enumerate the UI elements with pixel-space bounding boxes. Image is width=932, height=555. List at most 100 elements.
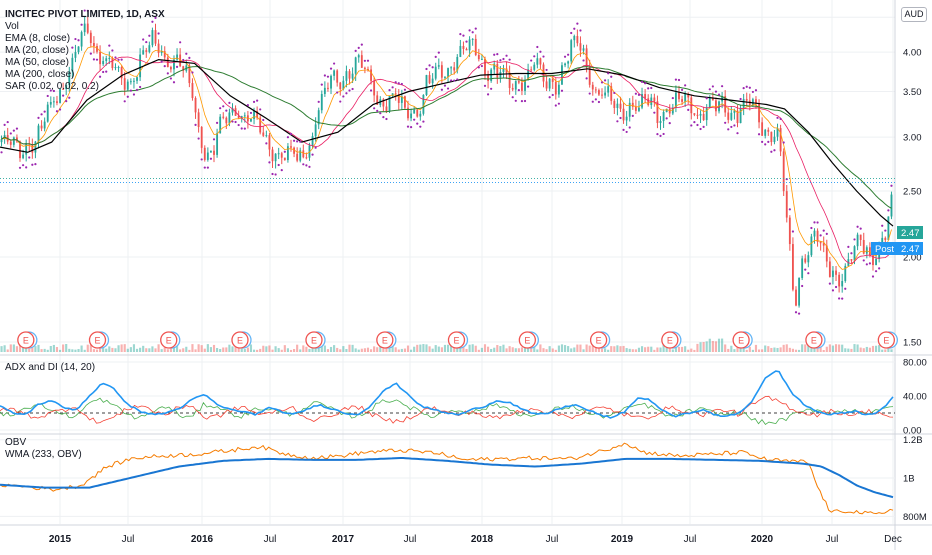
sar-dot: [794, 311, 798, 314]
volume-bar: [308, 348, 311, 352]
candle-body: [388, 96, 391, 112]
sar-dot: [705, 97, 708, 100]
candle-body: [570, 40, 573, 62]
obv-line: [0, 442, 894, 515]
sar-dot: [720, 85, 724, 88]
volume-bar: [185, 346, 188, 352]
candle-body: [841, 281, 844, 287]
obv-tick-label: 800M: [903, 512, 927, 523]
earnings-label: E: [811, 336, 817, 346]
candle-body: [49, 102, 52, 105]
candle-body: [117, 67, 120, 69]
volume-bar: [225, 347, 228, 352]
sar-dot: [579, 29, 582, 32]
volume-bar: [80, 345, 83, 352]
earnings-label: E: [883, 336, 889, 346]
volume-bar: [573, 347, 576, 352]
sar-dot: [262, 118, 265, 122]
candle-body: [576, 36, 579, 44]
candle-body: [610, 86, 613, 101]
sar-dot: [126, 95, 129, 98]
sar-dot: [65, 99, 68, 103]
candle-body: [788, 217, 791, 245]
time-tick-label: Jul: [264, 534, 277, 545]
volume-bar: [22, 344, 25, 352]
earnings-marker: [805, 331, 823, 349]
sar-dot: [249, 111, 253, 115]
sar-dot: [505, 54, 508, 57]
main-legend: INCITEC PIVOT LIMITED, 1D, ASX Vol EMA (…: [5, 9, 165, 93]
volume-bar: [511, 347, 514, 352]
sar-dot: [730, 125, 733, 129]
volume-bar: [292, 349, 296, 352]
adx-tick-label: 40.00: [903, 392, 927, 403]
candle-body: [468, 39, 471, 51]
volume-bar: [828, 344, 831, 352]
candle-body: [373, 80, 376, 96]
volume-bar: [798, 349, 801, 352]
candle-body: [219, 116, 222, 134]
volume-bar: [502, 344, 505, 352]
volume-bar: [410, 349, 413, 352]
volume-bar: [450, 344, 453, 352]
candle-body: [536, 58, 539, 65]
candle-body: [96, 46, 98, 52]
candle-body: [394, 93, 397, 95]
candle-body: [822, 243, 825, 246]
volume-bar: [416, 344, 419, 352]
sar-dot: [428, 64, 431, 67]
volume-bar: [825, 346, 828, 352]
ema8-line: [1, 46, 892, 270]
volume-bar: [166, 349, 169, 352]
earnings-label: E: [94, 336, 100, 346]
volume-bar: [228, 344, 231, 352]
candle-body: [243, 115, 246, 117]
sar-dot: [333, 62, 336, 65]
volume-bar: [326, 349, 330, 352]
candle-body: [440, 65, 443, 78]
candle-body: [89, 32, 92, 44]
volume-bar: [246, 347, 249, 352]
sar-dot: [788, 208, 791, 211]
candle-body: [638, 107, 640, 111]
sar-dot: [696, 123, 699, 127]
volume-bar: [576, 344, 579, 352]
volume-bar: [724, 344, 727, 352]
volume-bar: [745, 349, 748, 352]
sar-dot: [292, 139, 296, 142]
candle-body: [231, 108, 234, 113]
adx-pane: 80.00 40.00 0.00: [0, 358, 927, 437]
volume-bar: [570, 348, 573, 352]
earnings-label: E: [311, 336, 317, 346]
volume-bar: [714, 341, 718, 352]
time-tick-label: 2019: [611, 534, 634, 545]
sar-dot: [43, 110, 46, 113]
candle-body: [514, 81, 517, 90]
candle-body: [126, 81, 129, 90]
volume-bar: [838, 344, 841, 352]
legend-obv-label: OBV: [5, 437, 27, 448]
volume-bar: [721, 338, 724, 352]
candle-body: [539, 58, 542, 65]
candle-body: [462, 45, 465, 49]
candle-body: [86, 23, 89, 33]
sar-dot: [391, 86, 394, 89]
volume-bar: [527, 347, 530, 352]
volume-bar: [102, 346, 105, 352]
volume-bar: [160, 349, 163, 352]
volume-bar: [145, 348, 148, 352]
candle-body: [302, 150, 305, 158]
candle-body: [129, 81, 132, 83]
candle-body: [490, 69, 493, 81]
time-tick-label: 2018: [471, 534, 494, 545]
sar-dot: [388, 89, 391, 92]
sar-dot: [9, 132, 12, 135]
sar-dot: [847, 245, 850, 249]
sar-dot: [600, 81, 604, 84]
volume-bar: [834, 344, 838, 352]
candle-body: [354, 57, 357, 74]
sar-dot: [21, 164, 25, 167]
volume-bar: [634, 349, 637, 352]
candle-body: [665, 108, 668, 113]
